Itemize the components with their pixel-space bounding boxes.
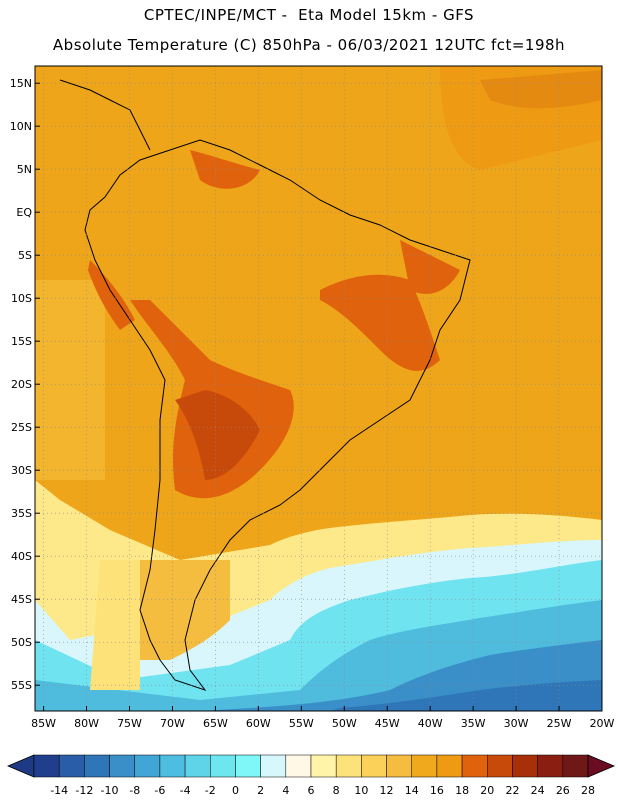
colorbar-label: 28	[581, 784, 595, 797]
lon-label: 20W	[590, 717, 615, 730]
colorbar-label: -4	[180, 784, 191, 797]
colorbar-label: 0	[232, 784, 239, 797]
lat-label: 5S	[18, 249, 32, 262]
lon-label: 40W	[418, 717, 443, 730]
colorbar-label: 8	[333, 784, 340, 797]
colorbar-swatch	[184, 754, 211, 778]
lat-label: 15S	[11, 335, 32, 348]
colorbar-swatch	[260, 754, 287, 778]
colorbar-swatch	[411, 754, 438, 778]
colorbar-label: 6	[308, 784, 315, 797]
colorbar-label: 14	[405, 784, 419, 797]
lon-label: 25W	[547, 717, 572, 730]
colorbar-swatch	[537, 754, 564, 778]
lat-label: 10N	[10, 120, 32, 133]
colorbar-swatch	[109, 754, 135, 778]
colorbar-label: 16	[430, 784, 444, 797]
lat-label: 5N	[17, 163, 32, 176]
colorbar-swatch	[285, 754, 312, 778]
colorbar-label: -12	[75, 784, 93, 797]
lon-label: 65W	[203, 717, 228, 730]
lat-label: 55S	[11, 679, 32, 692]
colorbar-swatch	[386, 754, 412, 778]
colorbar-label: 12	[380, 784, 394, 797]
colorbar-label: 26	[556, 784, 570, 797]
colorbar-label: 24	[531, 784, 545, 797]
coastline	[84, 139, 471, 691]
graticule	[35, 66, 603, 711]
colorbar-label: -2	[205, 784, 216, 797]
colorbar-labels: -14 -12 -10 -8 -6 -4 -2 0 2 4 6 8 10 12 14 16 18 20 22 24 26…	[50, 784, 595, 797]
temperature-field	[35, 66, 602, 711]
colorbar-label: 22	[505, 784, 519, 797]
colorbar-swatch	[310, 754, 337, 778]
colorbar-swatch	[33, 754, 60, 778]
colorbar-swatch	[562, 754, 589, 778]
lon-label: 35W	[461, 717, 486, 730]
title-line-2: Absolute Temperature (C) 850hPa - 06/03/…	[52, 36, 566, 54]
colorbar-label: 2	[257, 784, 264, 797]
lon-label: 70W	[160, 717, 185, 730]
lon-label: 45W	[375, 717, 400, 730]
colorbar-label: -10	[101, 784, 119, 797]
colorbar-swatch	[487, 754, 513, 778]
colorbar-label: 18	[455, 784, 469, 797]
colorbar	[6, 754, 616, 778]
longitude-labels: 85W 80W 75W 70W 65W 60W 55W 50W 45W 40W 35W 30W 25W 2…	[31, 717, 614, 730]
lon-label: 75W	[117, 717, 142, 730]
lat-label: 50S	[11, 636, 32, 649]
central-america-coast	[59, 79, 151, 151]
latitude-labels: 15N 10N 5N EQ 5S 10S 15S 20S 25S 30S 35S 40S 45S 50S 5…	[10, 77, 33, 692]
lon-label: 85W	[31, 717, 56, 730]
colorbar-swatch	[134, 754, 161, 778]
map-frame	[34, 65, 603, 712]
lon-label: 30W	[504, 717, 529, 730]
lat-label: 20S	[11, 378, 32, 391]
colorbar-swatch	[84, 754, 110, 778]
colorbar-swatch	[436, 754, 463, 778]
colorbar-swatch	[461, 754, 488, 778]
colorbar-label: 10	[354, 784, 368, 797]
lon-label: 55W	[289, 717, 314, 730]
lat-label: 15N	[10, 77, 32, 90]
lat-label: 10S	[11, 292, 32, 305]
lat-label: 45S	[11, 593, 32, 606]
lat-label: 30S	[11, 464, 32, 477]
colorbar-high-arrow	[587, 754, 616, 778]
colorbar-label: -14	[50, 784, 68, 797]
lat-label: 40S	[11, 550, 32, 563]
colorbar-label: -8	[129, 784, 140, 797]
colorbar-swatch	[235, 754, 261, 778]
colorbar-low-arrow	[6, 754, 35, 778]
colorbar-label: 4	[282, 784, 289, 797]
lat-label: 25S	[11, 421, 32, 434]
colorbar-swatch	[58, 754, 85, 778]
colorbar-swatch	[335, 754, 362, 778]
title-line-1: CPTEC/INPE/MCT - Eta Model 15km - GFS	[143, 6, 475, 24]
colorbar-swatch	[159, 754, 186, 778]
lon-label: 50W	[332, 717, 357, 730]
lat-label: EQ	[16, 206, 32, 219]
lon-label: 80W	[74, 717, 99, 730]
colorbar-swatch	[361, 754, 387, 778]
colorbar-label: -6	[154, 784, 165, 797]
colorbar-label: 20	[480, 784, 494, 797]
colorbar-swatch	[210, 754, 236, 778]
lat-label: 35S	[11, 507, 32, 520]
lon-label: 60W	[246, 717, 271, 730]
colorbar-swatch	[512, 754, 538, 778]
